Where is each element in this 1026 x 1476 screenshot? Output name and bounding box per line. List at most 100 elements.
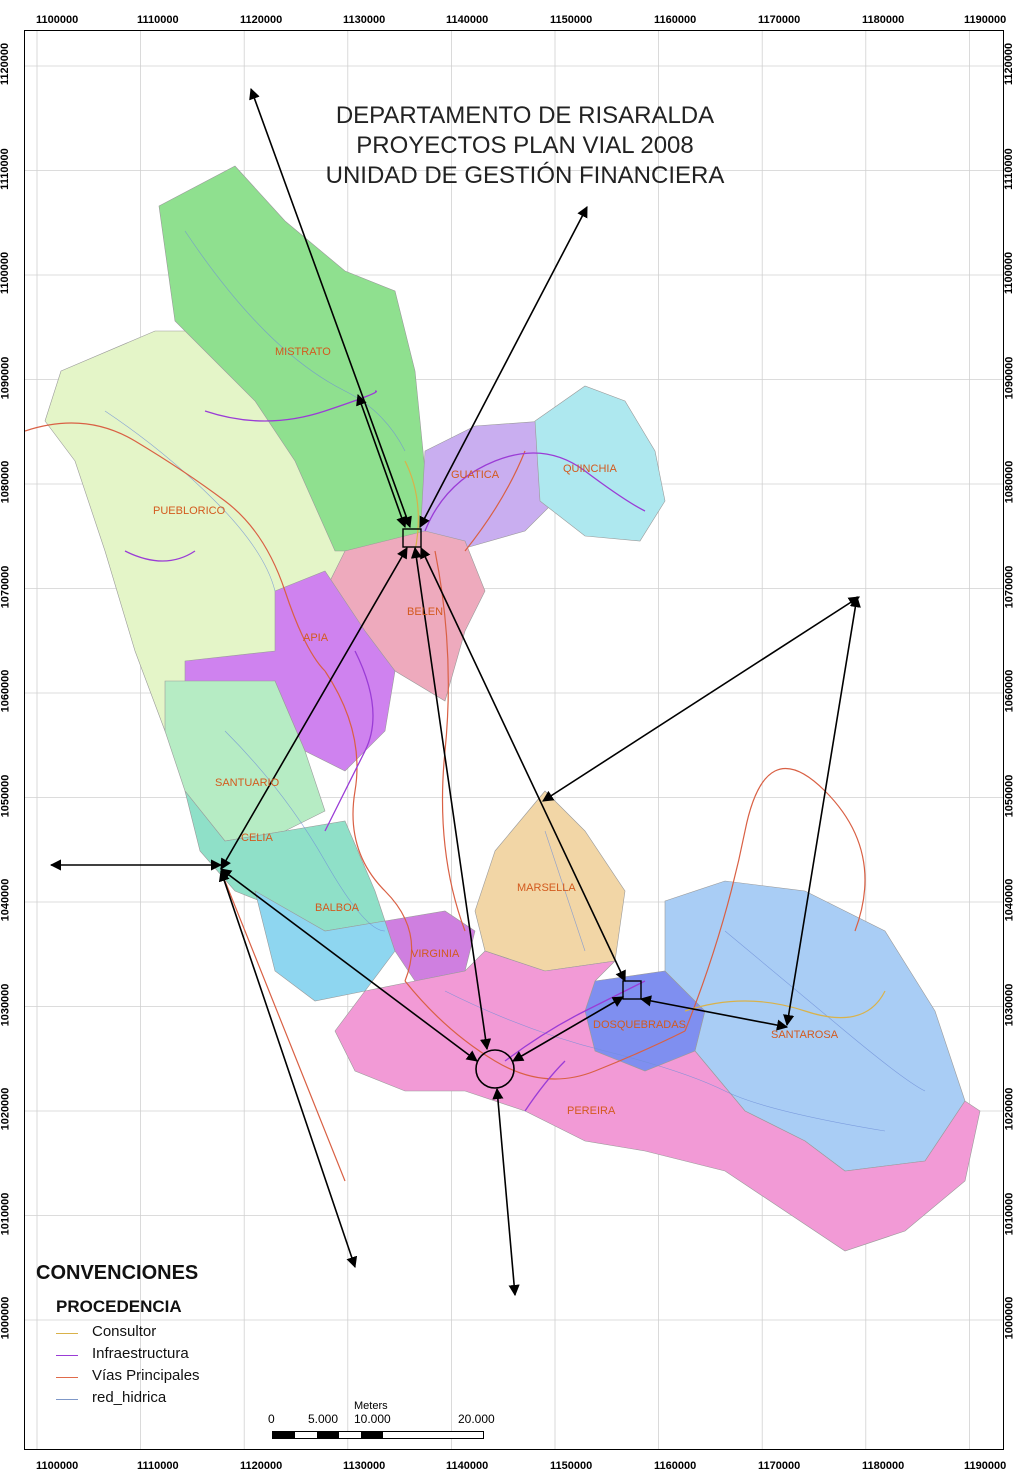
arrow-celia-south [218, 869, 358, 1269]
x-label-bottom-6: 1160000 [654, 1460, 697, 1472]
map-canvas: MISTRATO PUEBLORICO GUATICA QUINCHIA BEL… [25, 31, 1003, 1449]
x-label-top-6: 1160000 [654, 14, 697, 26]
y-label-left: 1020000 [0, 1087, 12, 1131]
x-label-top-3: 1130000 [343, 14, 386, 26]
connection-arrows [49, 87, 861, 1297]
scale-segment [361, 1432, 383, 1438]
legend-item-infraestructura: Infraestructura [56, 1345, 198, 1367]
y-label-right: 1090000 [1003, 356, 1016, 399]
legend-label-consultor: Consultor [92, 1323, 157, 1340]
title-line-2: PROYECTOS PLAN VIAL 2008 [356, 132, 694, 159]
legend-swatch-vias-principales [56, 1377, 78, 1378]
y-label-right: 1060000 [1003, 669, 1016, 713]
y-label-right: 1020000 [1003, 1087, 1016, 1131]
y-label-left: 1120000 [0, 42, 12, 86]
y-label-right: 1040000 [1003, 878, 1016, 922]
y-label-left: 1030000 [0, 983, 12, 1026]
scale-tick-0: 0 [268, 1412, 275, 1426]
label-guatica: GUATICA [451, 469, 500, 481]
map-frame: MISTRATO PUEBLORICO GUATICA QUINCHIA BEL… [24, 30, 1004, 1450]
arrow-pereira-south [492, 1087, 520, 1297]
x-label-bottom-0: 1100000 [36, 1460, 79, 1472]
legend-swatch-consultor [56, 1333, 78, 1334]
y-label-left: 1050000 [0, 774, 12, 817]
scale-tick-1: 5.000 [308, 1412, 339, 1426]
legend-swatch-red-hidrica [56, 1399, 78, 1400]
x-label-top-8: 1180000 [862, 14, 905, 26]
legend-swatch-infraestructura [56, 1355, 78, 1356]
x-label-top-7: 1170000 [758, 14, 801, 26]
polygon-marsella [474, 790, 626, 972]
label-pueblorico: PUEBLORICO [153, 505, 226, 517]
x-label-top-4: 1140000 [446, 14, 489, 26]
scale-bar: Meters 0 5.000 10.000 20.000 [268, 1400, 495, 1444]
legend-item-vias-principales: Vías Principales [56, 1367, 200, 1389]
scale-segment [317, 1432, 339, 1438]
label-apia: APIA [303, 632, 329, 644]
y-label-right: 1120000 [1003, 42, 1016, 86]
label-dosquebradas: DOSQUEBRADAS [593, 1019, 686, 1031]
polygon-guatica [419, 420, 556, 552]
arrow-pereira-dosquebradas [512, 996, 624, 1062]
legend: CONVENCIONES PROCEDENCIA Consultor Infra… [36, 1262, 200, 1411]
label-virginia: VIRGINIA [411, 948, 460, 960]
x-label-bottom-9: 1190000 [964, 1460, 1007, 1472]
y-label-right: 1070000 [1003, 565, 1016, 608]
arrow-east-marsella [542, 596, 860, 802]
legend-label-infraestructura: Infraestructura [92, 1345, 189, 1362]
y-label-right: 1010000 [1003, 1192, 1016, 1235]
legend-item-consultor: Consultor [56, 1323, 198, 1345]
x-label-bottom-7: 1170000 [758, 1460, 801, 1472]
legend-item-red-hidrica: red_hidrica [56, 1389, 198, 1411]
municipality-labels: MISTRATO PUEBLORICO GUATICA QUINCHIA BEL… [153, 346, 839, 1117]
title-line-3: UNIDAD DE GESTIÓN FINANCIERA [325, 162, 725, 189]
x-label-top-9: 1190000 [964, 14, 1007, 26]
y-label-right: 1100000 [1003, 251, 1016, 295]
scale-tick-3: 20.000 [458, 1412, 495, 1426]
legend-label-red-hidrica: red_hidrica [92, 1389, 167, 1406]
x-label-top-1: 1110000 [137, 14, 179, 26]
y-label-left: 1090000 [0, 356, 12, 399]
arrow-dosquebradas-santarosa [639, 995, 789, 1031]
arrow-northeast [419, 206, 588, 528]
label-belen: BELEN [407, 606, 443, 618]
label-santarosa: SANTAROSA [771, 1029, 839, 1041]
x-label-bottom-1: 1110000 [137, 1460, 179, 1472]
arrow-guatica-celia [220, 547, 408, 870]
x-label-bottom-5: 1150000 [550, 1460, 593, 1472]
label-marsella: MARSELLA [517, 882, 576, 894]
project-marker-dosquebradas[interactable] [622, 980, 642, 1000]
municipality-polygons [44, 165, 981, 1252]
y-label-right: 1110000 [1002, 147, 1015, 190]
title-line-1: DEPARTAMENTO DE RISARALDA [335, 102, 715, 129]
y-label-left: 1060000 [0, 669, 12, 713]
y-label-right: 1000000 [1003, 1296, 1016, 1340]
arrow-guatica-dosquebradas [420, 546, 626, 983]
map-title: DEPARTAMENTO DE RISARALDA PROYECTOS PLAN… [275, 101, 775, 191]
y-label-right: 1050000 [1003, 774, 1016, 817]
label-mistrato: MISTRATO [275, 346, 331, 358]
label-quinchia: QUINCHIA [563, 463, 617, 475]
legend-title: CONVENCIONES [36, 1262, 199, 1284]
x-label-top-2: 1120000 [240, 14, 283, 26]
label-santuario: SANTUARIO [215, 777, 280, 789]
x-label-top-5: 1150000 [550, 14, 593, 26]
y-label-left: 1100000 [0, 251, 12, 295]
x-label-bottom-8: 1180000 [862, 1460, 905, 1472]
y-label-left: 1010000 [0, 1192, 12, 1235]
y-label-left: 1110000 [0, 147, 11, 190]
y-label-left: 1040000 [0, 878, 12, 922]
scale-segment [273, 1432, 295, 1438]
label-pereira: PEREIRA [567, 1105, 616, 1117]
x-label-bottom-2: 1120000 [240, 1460, 283, 1472]
label-celia: CELIA [241, 832, 273, 844]
y-label-left: 1000000 [0, 1296, 12, 1340]
y-label-left: 1080000 [0, 460, 12, 504]
x-label-top-0: 1100000 [36, 14, 79, 26]
legend-label-vias-principales: Vías Principales [92, 1367, 200, 1384]
y-label-right: 1080000 [1003, 460, 1016, 504]
x-label-bottom-3: 1130000 [343, 1460, 386, 1472]
scale-tick-2: 10.000 [354, 1412, 391, 1426]
x-label-bottom-4: 1140000 [446, 1460, 489, 1472]
y-label-left: 1070000 [0, 565, 12, 608]
